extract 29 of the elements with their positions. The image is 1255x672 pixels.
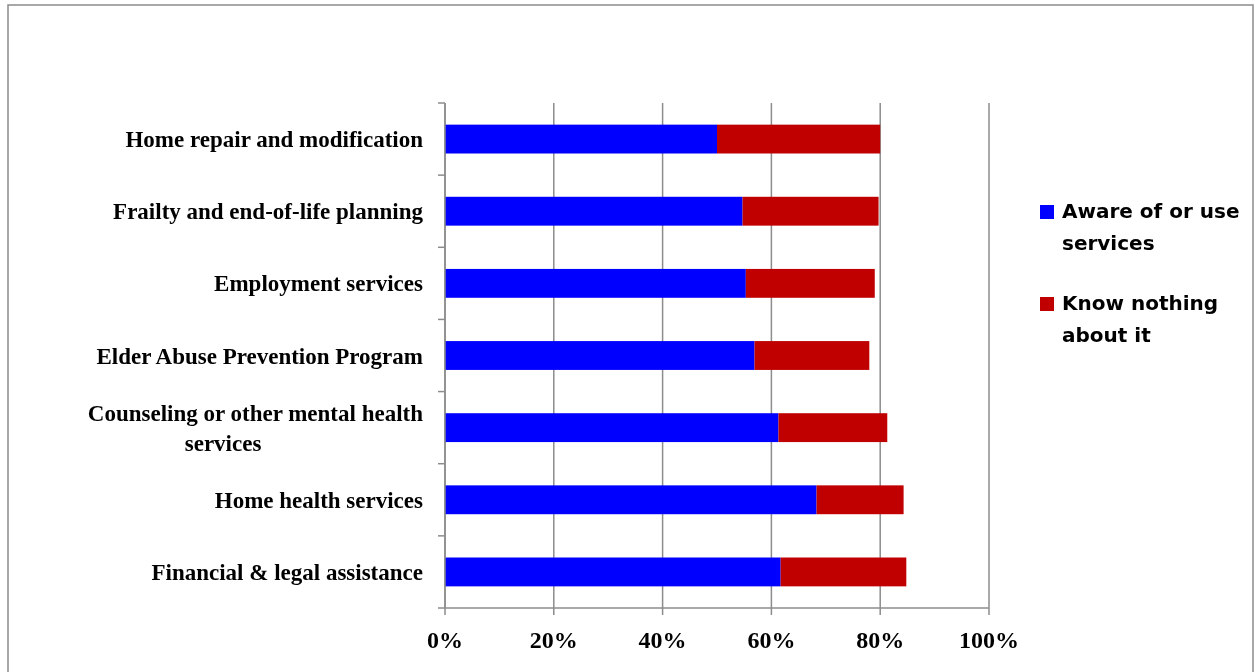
legend-label: Know nothing about it xyxy=(1062,291,1219,347)
y-tick-label: Frailty and end-of-life planning xyxy=(113,198,424,224)
x-tick-label: 0% xyxy=(427,627,463,653)
x-tick-label: 40% xyxy=(638,627,687,653)
y-tick-label: Financial & legal assistance xyxy=(151,559,423,585)
y-tick-label: Home health services xyxy=(214,487,424,513)
bar xyxy=(445,485,817,515)
x-tick-label: 80% xyxy=(856,627,905,653)
bar xyxy=(745,268,875,298)
bar xyxy=(754,341,870,370)
x-tick-label: 20% xyxy=(529,627,578,653)
bar xyxy=(778,413,888,443)
x-tick-label: 100% xyxy=(959,627,1019,653)
bar xyxy=(445,413,779,443)
bar xyxy=(717,124,881,154)
y-tick-label: Counseling or other mental health services xyxy=(87,400,424,456)
bar xyxy=(816,485,904,515)
bar xyxy=(742,196,879,226)
bar xyxy=(445,124,717,154)
y-tick-label: Home repair and modification xyxy=(125,126,424,152)
y-tick-label: Employment services xyxy=(214,270,424,296)
y-tick-label: Elder Abuse Prevention Program xyxy=(96,343,423,368)
bar xyxy=(445,341,755,370)
bar xyxy=(445,557,781,587)
bar xyxy=(780,557,907,587)
bar xyxy=(445,196,743,226)
x-tick-label: 60% xyxy=(747,627,796,653)
legend-label: Aware of or use services xyxy=(1062,199,1240,255)
bar xyxy=(445,268,746,298)
